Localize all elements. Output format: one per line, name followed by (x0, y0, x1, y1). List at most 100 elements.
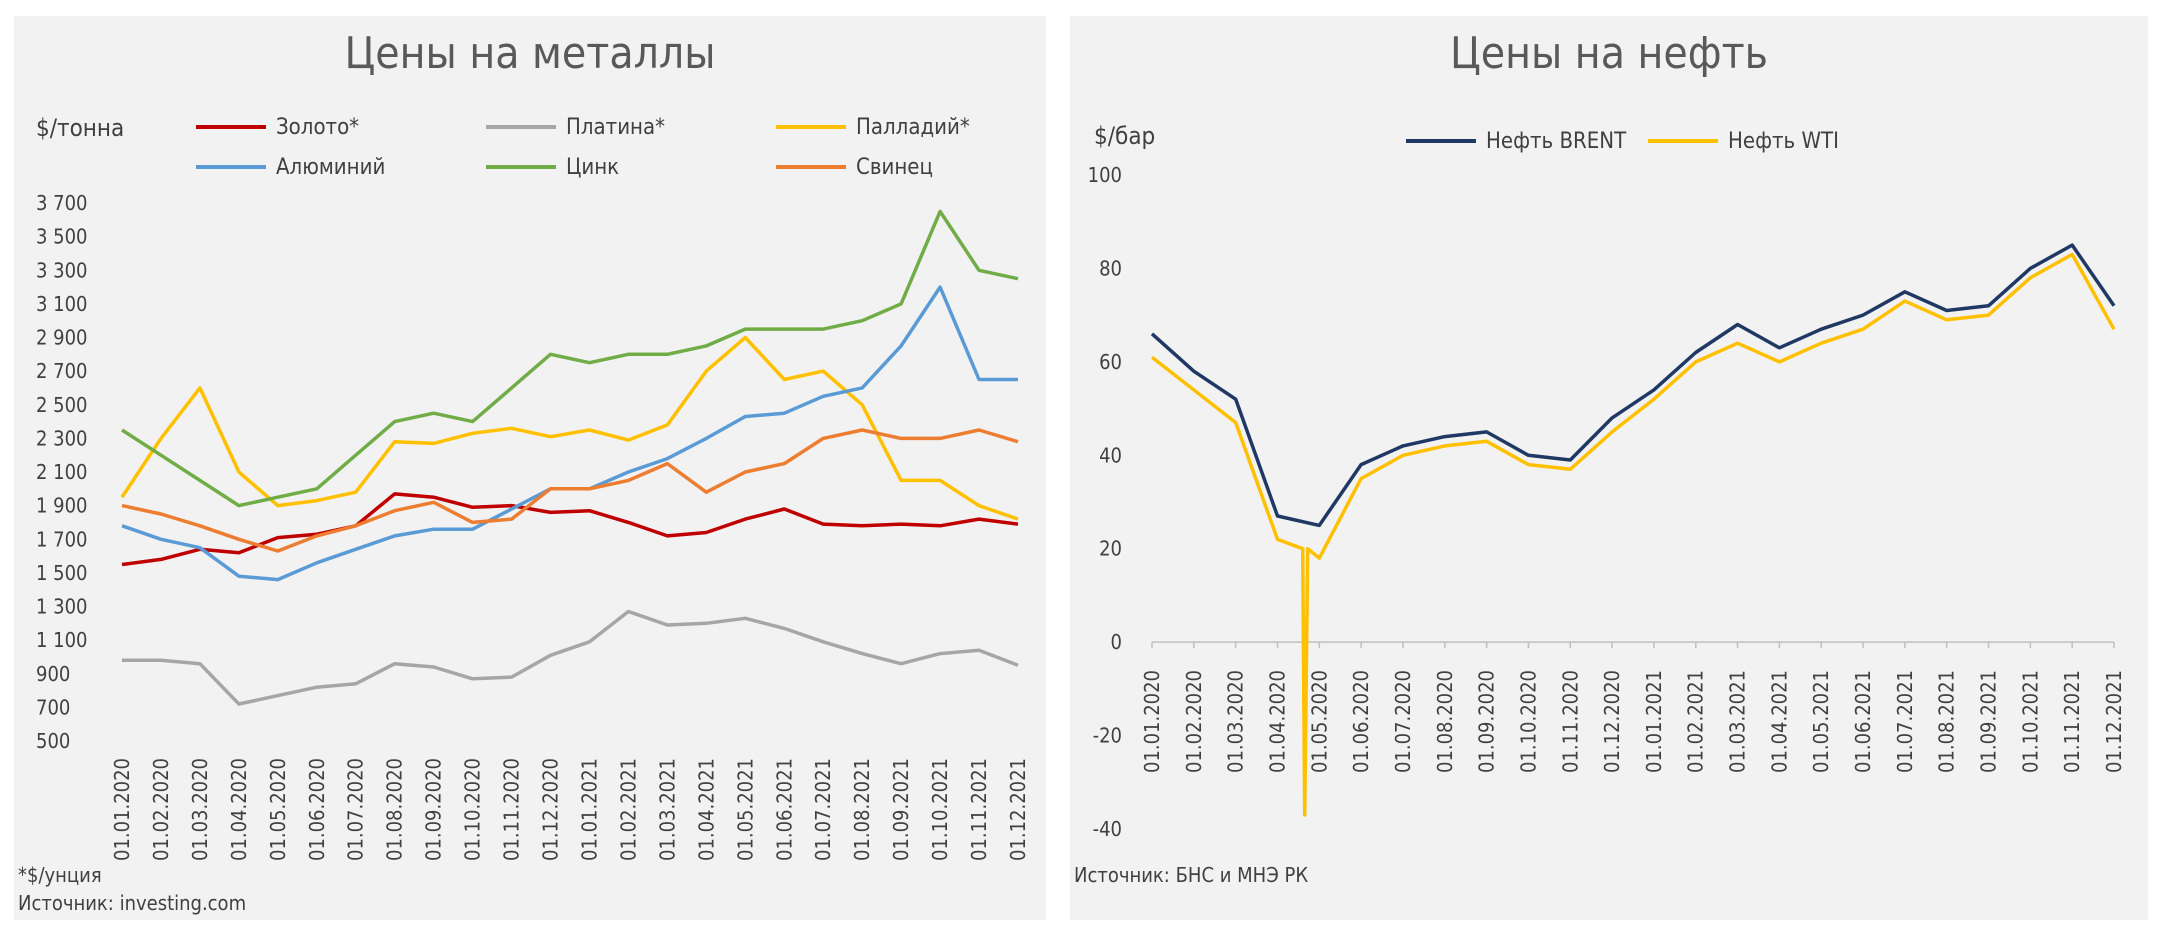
y-tick-label: 20 (1099, 537, 1122, 561)
oil-chart-panel: Цены на нефть $/бар Нефть BRENT Нефть WTI… (1070, 16, 2148, 920)
x-tick-label: 01.09.2020 (1475, 670, 1499, 773)
y-tick-label: 60 (1099, 350, 1122, 374)
y-tick-label: 1 100 (36, 628, 88, 652)
x-tick-label: 01.01.2020 (110, 758, 134, 861)
legend-label: Алюминий (276, 155, 385, 180)
x-tick-label: 01.08.2021 (1935, 670, 1959, 773)
x-tick-label: 01.12.2021 (2102, 670, 2126, 773)
metals-chart: Цены на металлы $/тонна Золото* Платина* П… (18, 28, 1030, 915)
x-tick-label: 01.11.2020 (500, 758, 524, 861)
y-tick-label: 100 (1088, 163, 1122, 187)
x-tick-label: 01.10.2021 (928, 758, 952, 861)
x-tick-label: 01.04.2020 (227, 758, 251, 861)
x-tick-label: 01.04.2021 (1767, 670, 1791, 773)
x-tick-label: 01.01.2021 (577, 758, 601, 861)
x-tick-label: 01.06.2021 (1851, 670, 1875, 773)
series-line (1150, 252, 2116, 817)
x-tick-label: 01.08.2020 (383, 758, 407, 861)
x-tick-label: 01.12.2020 (539, 758, 563, 861)
x-tick-label: 01.03.2020 (1224, 670, 1248, 773)
metals-source: Источник: investing.com (18, 891, 246, 915)
x-tick-label: 01.04.2020 (1265, 670, 1289, 773)
x-tick-label: 01.05.2020 (266, 758, 290, 861)
y-tick-label: -20 (1093, 724, 1122, 748)
legend-label: Нефть BRENT (1486, 129, 1627, 154)
x-tick-label: 01.09.2020 (422, 758, 446, 861)
x-tick-label: 01.11.2021 (2060, 670, 2084, 773)
x-tick-label: 01.03.2021 (1726, 670, 1750, 773)
oil-chart-title: Цены на нефть (1450, 28, 1768, 79)
x-tick-label: 01.10.2020 (1516, 670, 1540, 773)
x-tick-label: 01.03.2021 (655, 758, 679, 861)
x-tick-label: 01.02.2021 (616, 758, 640, 861)
metals-y-ticks: 500 700 900 1 100 1 300 1 500 1 700 1 900 2 100 2… (36, 191, 88, 753)
x-tick-label: 01.07.2021 (811, 758, 835, 861)
y-tick-label: 1 700 (36, 527, 88, 551)
metals-legend: Золото* Платина* Палладий* Алюминий Цинк Свин… (196, 115, 970, 180)
x-tick-label: 01.02.2021 (1684, 670, 1708, 773)
y-tick-label: 3 100 (36, 292, 88, 316)
x-tick-label: 01.12.2020 (1600, 670, 1624, 773)
x-tick-label: 01.05.2021 (733, 758, 757, 861)
x-tick-label: 01.06.2020 (1349, 670, 1373, 773)
x-tick-label: 01.10.2020 (461, 758, 485, 861)
series-line (1150, 243, 2116, 528)
x-tick-label: 01.02.2020 (1182, 670, 1206, 773)
y-tick-label: 900 (36, 662, 70, 686)
y-tick-label: 1 300 (36, 595, 88, 619)
x-tick-label: 01.06.2021 (772, 758, 796, 861)
y-tick-label: 2 900 (36, 326, 88, 350)
metals-y-axis-unit: $/тонна (36, 114, 124, 142)
series-line (122, 609, 1019, 706)
x-tick-label: 01.06.2020 (305, 758, 329, 861)
x-tick-label: 01.07.2020 (1391, 670, 1415, 773)
x-tick-label: 01.08.2021 (850, 758, 874, 861)
y-tick-label: 3 700 (36, 191, 88, 215)
x-tick-label: 01.02.2020 (149, 758, 173, 861)
oil-y-axis-unit: $/бар (1094, 122, 1155, 150)
x-tick-label: 01.09.2021 (889, 758, 913, 861)
oil-y-ticks: -40 -20 0 20 40 60 80 100 (1088, 163, 2114, 841)
metals-footnote: *$/унция (18, 863, 102, 887)
y-tick-label: -40 (1093, 817, 1122, 841)
x-tick-label: 01.04.2021 (694, 758, 718, 861)
series-line (121, 209, 1019, 508)
oil-chart: Цены на нефть $/бар Нефть BRENT Нефть WTI… (1074, 28, 2126, 887)
y-tick-label: 40 (1099, 443, 1122, 467)
x-tick-label: 01.01.2020 (1140, 670, 1164, 773)
y-tick-label: 2 500 (36, 393, 88, 417)
metals-x-ticks: 01.01.2020 01.02.2020 01.03.2020 01.04.2020… (110, 758, 1030, 861)
metals-series (120, 209, 1019, 706)
y-tick-label: 700 (36, 695, 70, 719)
y-tick-label: 500 (36, 729, 70, 753)
y-tick-label: 2 700 (36, 359, 88, 383)
x-tick-label: 01.12.2021 (1006, 758, 1030, 861)
x-tick-label: 01.09.2021 (1977, 670, 2001, 773)
metals-chart-panel: Цены на металлы $/тонна Золото* Платина* П… (14, 16, 1046, 920)
oil-series (1150, 243, 2116, 817)
x-tick-label: 01.07.2020 (344, 758, 368, 861)
y-tick-label: 1 900 (36, 494, 88, 518)
x-tick-label: 01.01.2021 (1642, 670, 1666, 773)
legend-label: Палладий* (856, 115, 970, 140)
oil-legend: Нефть BRENT Нефть WTI (1406, 129, 1839, 154)
y-tick-label: 2 100 (36, 460, 88, 484)
legend-label: Свинец (856, 155, 933, 180)
oil-x-ticks: 01.01.2020 01.02.2020 01.03.2020 01.04.2020… (1140, 642, 2126, 773)
x-tick-label: 01.05.2020 (1307, 670, 1331, 773)
legend-label: Нефть WTI (1728, 129, 1839, 154)
metals-chart-title: Цены на металлы (345, 28, 716, 79)
y-tick-label: 2 300 (36, 426, 88, 450)
legend-label: Золото* (276, 115, 359, 140)
x-tick-label: 01.11.2020 (1558, 670, 1582, 773)
x-tick-label: 01.11.2021 (967, 758, 991, 861)
y-tick-label: 3 300 (36, 258, 88, 282)
x-tick-label: 01.07.2021 (1893, 670, 1917, 773)
y-tick-label: 0 (1111, 630, 1122, 654)
y-tick-label: 3 500 (36, 225, 88, 249)
x-tick-label: 01.10.2021 (2018, 670, 2042, 773)
y-tick-label: 1 500 (36, 561, 88, 585)
legend-label: Цинк (566, 155, 619, 180)
x-tick-label: 01.08.2020 (1433, 670, 1457, 773)
x-tick-label: 01.05.2021 (1809, 670, 1833, 773)
